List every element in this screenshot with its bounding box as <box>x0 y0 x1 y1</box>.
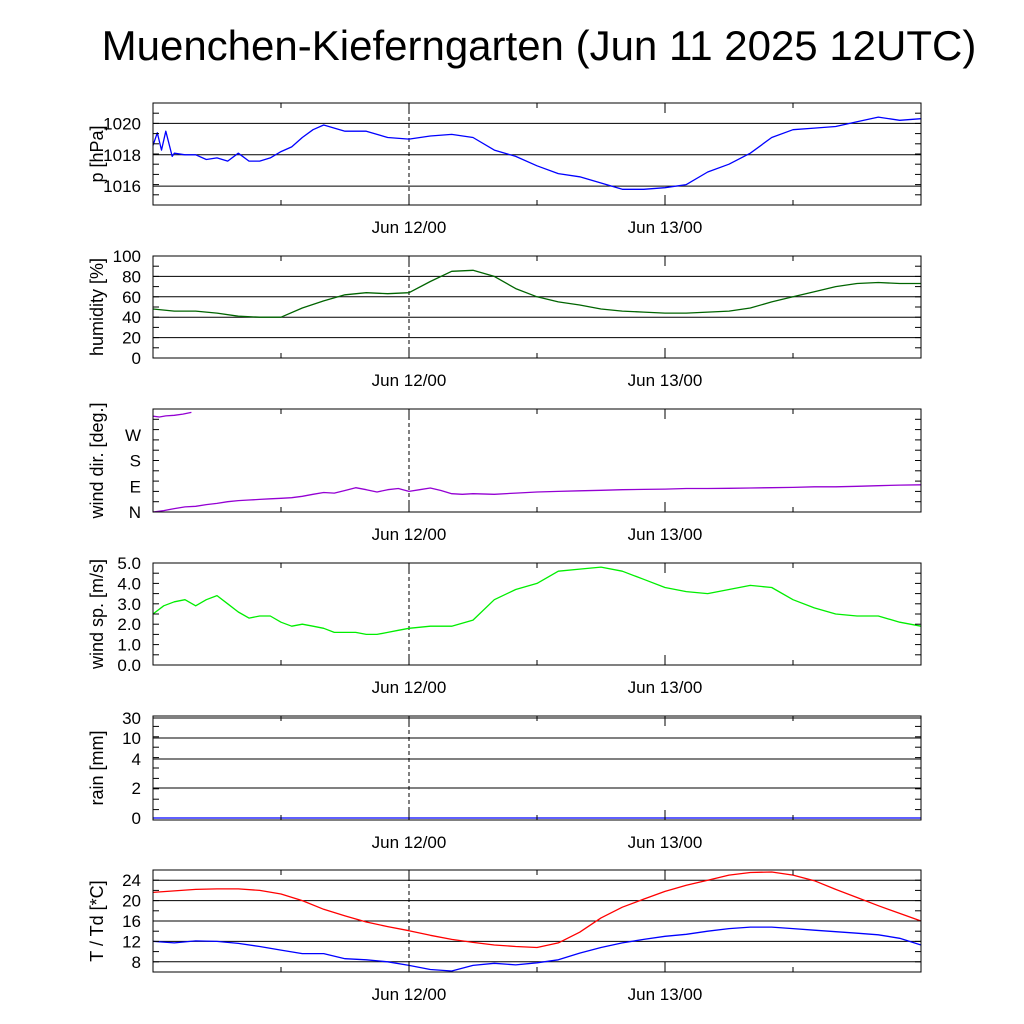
page-title: Muenchen-Kieferngarten (Jun 11 2025 12UT… <box>101 22 977 69</box>
y-tick-label: E <box>130 477 141 496</box>
y-axis-title: wind sp. [m/s] <box>87 559 107 670</box>
y-axis-title: humidity [%] <box>87 258 107 356</box>
series-line <box>152 484 922 513</box>
y-tick-label: 0 <box>132 809 141 828</box>
plot-frame <box>152 562 922 666</box>
plot-frame <box>152 408 922 513</box>
x-tick-label: Jun 13/00 <box>628 371 703 390</box>
x-tick-label: Jun 13/00 <box>628 985 703 1004</box>
x-tick-label: Jun 12/00 <box>372 371 447 390</box>
series-line <box>152 269 921 318</box>
y-tick-label: 1018 <box>103 146 141 165</box>
y-tick-label: 20 <box>122 329 141 348</box>
x-tick-label: Jun 13/00 <box>628 678 703 697</box>
y-tick-label: N <box>129 503 141 522</box>
y-tick-label: 24 <box>122 871 141 890</box>
y-tick-label: 16 <box>122 912 141 931</box>
x-tick-label: Jun 13/00 <box>628 218 703 237</box>
y-tick-label: 30 <box>122 709 141 728</box>
x-tick-label: Jun 12/00 <box>372 525 447 544</box>
plot-frame <box>152 102 922 206</box>
y-tick-label: 10 <box>122 729 141 748</box>
y-tick-label: 8 <box>132 953 141 972</box>
y-tick-label: 4 <box>132 750 141 769</box>
y-tick-label: 100 <box>113 247 141 266</box>
y-axis-title: T / Td [*C] <box>87 880 107 961</box>
y-tick-label: 20 <box>122 892 141 911</box>
y-tick-label: 0.0 <box>117 656 141 675</box>
y-tick-label: 5.0 <box>117 554 141 573</box>
y-tick-label: 2.0 <box>117 615 141 634</box>
x-tick-label: Jun 12/00 <box>372 833 447 852</box>
y-tick-label: 1016 <box>103 177 141 196</box>
y-tick-label: 0 <box>132 349 141 368</box>
y-tick-label: 4.0 <box>117 574 141 593</box>
series-line <box>152 411 192 418</box>
y-tick-label: 1020 <box>103 114 141 133</box>
y-axis-title: p [hPa] <box>87 125 107 182</box>
y-axis-title: rain [mm] <box>87 730 107 805</box>
series-line <box>152 871 922 949</box>
series-line <box>152 926 922 972</box>
y-tick-label: 3.0 <box>117 595 141 614</box>
series-line <box>152 566 922 636</box>
y-tick-label: 60 <box>122 288 141 307</box>
x-tick-label: Jun 13/00 <box>628 833 703 852</box>
x-tick-label: Jun 12/00 <box>372 985 447 1004</box>
series-line <box>152 116 922 190</box>
y-axis-title: wind dir. [deg.] <box>87 402 107 519</box>
x-tick-label: Jun 12/00 <box>372 218 447 237</box>
x-tick-label: Jun 13/00 <box>628 525 703 544</box>
plot-frame <box>152 715 922 821</box>
plot-frame <box>152 255 922 359</box>
y-tick-label: 1.0 <box>117 636 141 655</box>
x-tick-label: Jun 12/00 <box>372 678 447 697</box>
y-tick-label: 80 <box>122 267 141 286</box>
y-tick-label: 40 <box>122 308 141 327</box>
y-tick-label: 2 <box>132 779 141 798</box>
y-tick-label: W <box>125 426 141 445</box>
y-tick-label: 12 <box>122 932 141 951</box>
y-tick-label: S <box>130 452 141 471</box>
